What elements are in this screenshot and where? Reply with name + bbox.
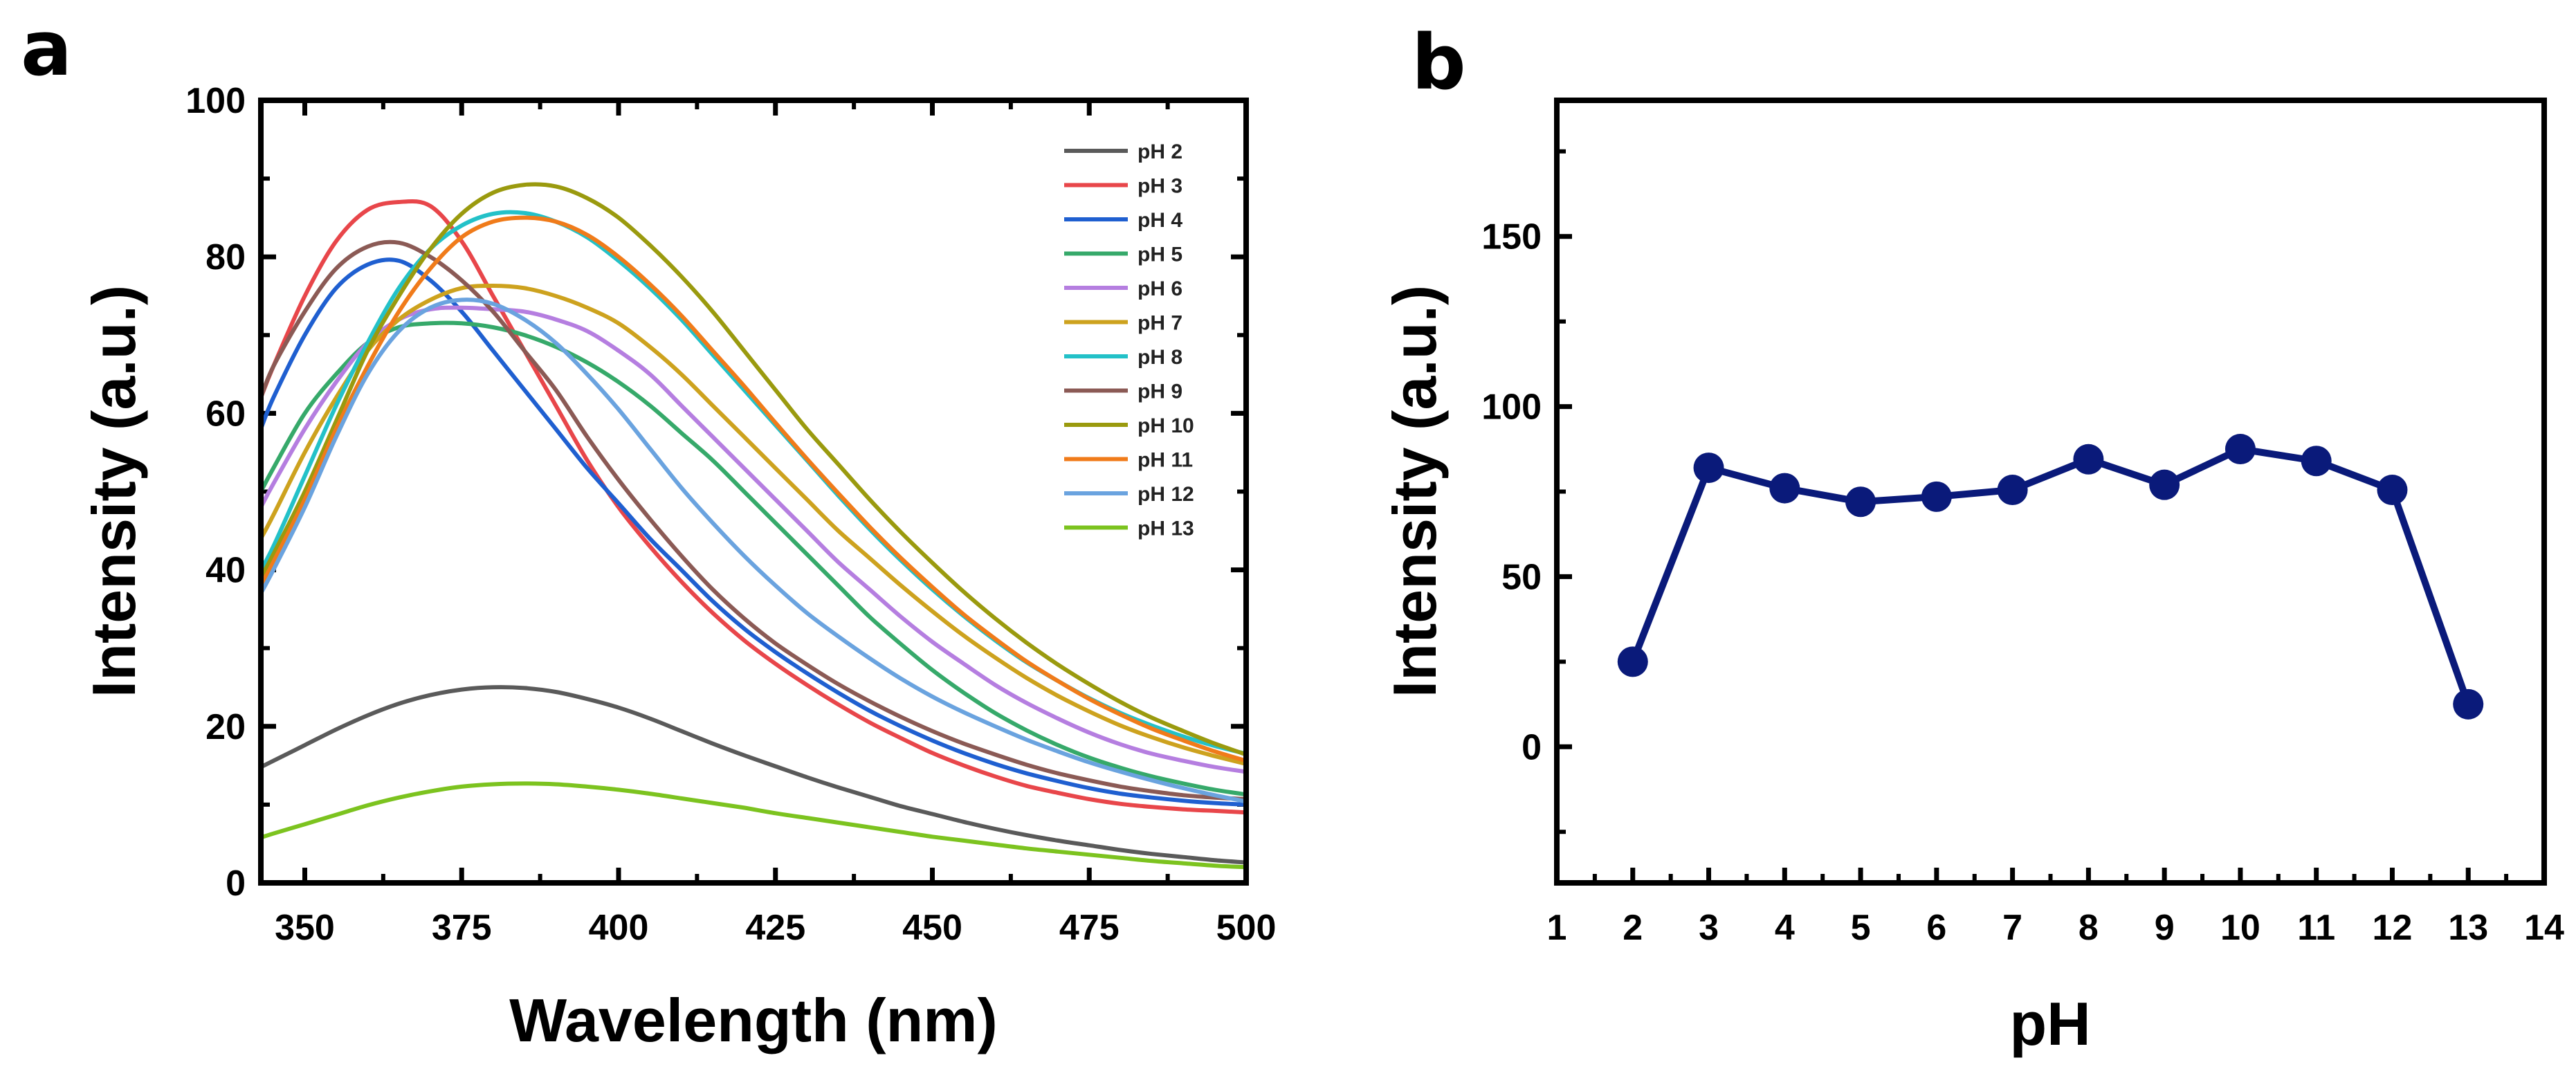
- data-point-ph-10: [2225, 434, 2256, 465]
- chart-b-x-tick-label: 2: [1623, 908, 1643, 948]
- data-point-ph-9: [2149, 469, 2180, 500]
- series-line-ph-12: [259, 298, 1247, 804]
- chart-b-x-tick-label: 5: [1851, 908, 1871, 948]
- data-point-ph-7: [1997, 475, 2028, 506]
- chart-b-x-tick-label: 6: [1926, 908, 1946, 948]
- legend-label-ph-4: pH 4: [1138, 209, 1182, 232]
- legend-label-ph-12: pH 12: [1138, 483, 1194, 506]
- chart-a-x-tick-label: 400: [589, 908, 649, 948]
- legend-label-ph-9: pH 9: [1138, 381, 1182, 403]
- series-line-intensity: [1629, 446, 2472, 706]
- chart-b-y-tick-label: 100: [1481, 387, 1542, 428]
- chart-a-x-tick-label: 375: [432, 908, 492, 948]
- series-line-ph-4: [259, 257, 1247, 807]
- chart-a-y-axis-title: Intensity (a.u.): [80, 285, 148, 698]
- series-line-ph-13: [260, 781, 1247, 870]
- chart-b-y-tick-label: 0: [1522, 727, 1542, 767]
- data-point-ph-2: [1617, 646, 1648, 677]
- chart-b-x-tick-label: 9: [2155, 908, 2175, 948]
- chart-a-legend: pH 2 pH 3 pH 4 pH 5 pH 6 pH 7 pH 8 pH 9 pH 10 pH …: [1064, 140, 1194, 540]
- series-line-ph-8: [259, 210, 1247, 756]
- legend-label-ph-8: pH 8: [1138, 346, 1182, 369]
- legend-label-ph-3: pH 3: [1138, 175, 1182, 198]
- legend-label-ph-10: pH 10: [1138, 414, 1194, 437]
- data-point-ph-8: [2073, 444, 2104, 475]
- chart-b-x-tick-label: 14: [2524, 908, 2564, 948]
- legend-label-ph-5: pH 5: [1138, 244, 1182, 266]
- series-line-ph-5: [259, 320, 1247, 797]
- chart-a-x-tick-label: 475: [1059, 908, 1120, 948]
- chart-a-y-tick-label: 0: [226, 864, 246, 904]
- series-line-ph-9: [259, 239, 1247, 801]
- chart-b-x-tick-label: 7: [2002, 908, 2022, 948]
- panel-label-b: b: [1412, 18, 1466, 107]
- data-point-ph-13: [2453, 688, 2484, 720]
- legend-label-ph-13: pH 13: [1138, 518, 1194, 540]
- panel-label-a: a: [21, 4, 72, 93]
- data-point-ph-12: [2377, 475, 2408, 506]
- chart-b-x-tick-label: 8: [2079, 908, 2099, 948]
- chart-b-x-tick-label: 11: [2297, 908, 2335, 948]
- chart-a-x-tick-label: 500: [1216, 908, 1277, 948]
- data-point-ph-11: [2301, 446, 2332, 477]
- data-point-ph-4: [1769, 473, 1800, 504]
- chart-b-x-tick-label: 3: [1699, 908, 1719, 948]
- legend-label-ph-7: pH 7: [1138, 312, 1182, 335]
- series-line-ph-10: [259, 182, 1247, 757]
- chart-b-x-tick-label: 12: [2373, 908, 2413, 948]
- data-point-ph-5: [1845, 486, 1876, 518]
- chart-a-y-tick-label: 80: [205, 237, 246, 277]
- series-line-ph-2: [259, 685, 1247, 865]
- chart-a-y-tick-label: 40: [205, 551, 246, 591]
- chart-a-x-axis-title: Wavelength (nm): [509, 986, 998, 1054]
- series-line-ph-3: [259, 199, 1247, 815]
- chart-b-x-axis-title: pH: [2009, 989, 2090, 1058]
- chart-b-x-tick-label: 10: [2220, 908, 2260, 948]
- chart-b-frame: [1554, 98, 2547, 886]
- chart-b-y-axis-title: Intensity (a.u.): [1380, 285, 1449, 698]
- chart-b-y-tick-label: 150: [1481, 217, 1542, 257]
- chart-a-y-tick-label: 60: [205, 394, 246, 434]
- chart-a-x-tick-label: 350: [275, 908, 335, 948]
- data-point-ph-6: [1921, 481, 1952, 512]
- chart-b-x-tick-label: 13: [2448, 908, 2488, 948]
- chart-b-x-tick-label: 4: [1775, 908, 1795, 948]
- chart-b-y-tick-label: 50: [1501, 557, 1542, 597]
- legend-label-ph-6: pH 6: [1138, 277, 1182, 300]
- legend-label-ph-11: pH 11: [1138, 449, 1193, 472]
- data-point-ph-3: [1693, 453, 1724, 484]
- chart-a-y-tick-label: 100: [185, 81, 246, 121]
- series-line-ph-11: [259, 215, 1247, 763]
- chart-a-x-tick-label: 425: [745, 908, 805, 948]
- chart-b-x-tick-label: 1: [1547, 908, 1567, 948]
- chart-a-frame: [258, 98, 1249, 886]
- chart-a-y-tick-label: 20: [205, 707, 246, 747]
- chart-a-x-tick-label: 450: [902, 908, 962, 948]
- legend-label-ph-2: pH 2: [1138, 140, 1182, 163]
